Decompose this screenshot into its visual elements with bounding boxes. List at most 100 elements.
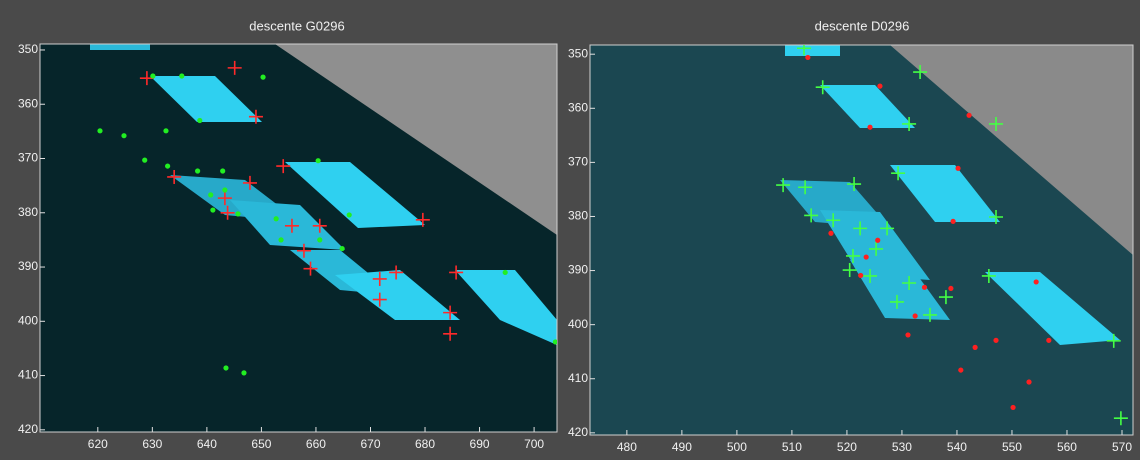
y-tick-label: 370 — [18, 151, 38, 165]
dot-marker — [315, 158, 321, 164]
plus-marker — [889, 294, 904, 309]
x-tick-label: 660 — [306, 437, 326, 451]
dot-marker — [339, 245, 345, 252]
chart-title: descente D0296 — [815, 18, 910, 33]
dot-marker — [197, 117, 203, 124]
dot-marker — [241, 370, 247, 376]
dot-marker — [223, 365, 229, 371]
plus-marker — [276, 159, 291, 174]
plus-marker — [227, 60, 242, 75]
dot-marker — [222, 187, 228, 193]
plus-marker — [863, 268, 878, 283]
dot-marker — [1046, 337, 1052, 343]
plus-marker — [902, 116, 917, 131]
plus-marker — [981, 268, 996, 283]
dot-marker — [210, 207, 216, 213]
plus-marker — [1106, 333, 1121, 348]
dot-marker — [912, 313, 918, 319]
dot-marker — [1026, 379, 1032, 385]
plot-frame — [589, 44, 1134, 436]
plus-marker — [913, 65, 928, 80]
plus-marker — [443, 305, 458, 320]
x-tick-label: 520 — [837, 440, 857, 454]
plus-marker — [449, 265, 464, 280]
dot-marker — [346, 212, 352, 218]
dot-marker — [97, 128, 103, 134]
x-tick-label: 480 — [617, 440, 637, 454]
dot-marker — [502, 269, 508, 276]
dot-marker — [858, 272, 864, 279]
x-tick-label: 700 — [524, 437, 544, 451]
dot-marker — [260, 74, 266, 80]
plus-marker — [776, 178, 791, 193]
dot-marker — [828, 230, 834, 236]
x-tick-label: 490 — [672, 440, 692, 454]
plus-marker — [389, 265, 404, 280]
plus-marker — [847, 177, 862, 192]
plus-marker — [1113, 411, 1128, 426]
x-tick-label: 670 — [360, 437, 380, 451]
plus-marker — [242, 175, 257, 190]
plus-marker — [869, 241, 884, 256]
y-tick-label: 400 — [18, 313, 38, 327]
plus-marker — [938, 290, 953, 305]
dot-marker — [875, 237, 881, 243]
x-tick-label: 530 — [892, 440, 912, 454]
plus-marker — [296, 243, 311, 258]
y-tick-label: 410 — [568, 371, 588, 385]
plus-marker — [167, 169, 182, 184]
markers — [776, 45, 1128, 426]
x-tick-label: 510 — [782, 440, 802, 454]
dot-marker — [863, 254, 869, 260]
plus-marker — [826, 213, 841, 228]
dot-marker — [1033, 279, 1039, 285]
x-tick-label: 560 — [1057, 440, 1077, 454]
plus-marker — [220, 205, 235, 220]
image-panel — [590, 45, 1133, 435]
plus-marker — [989, 116, 1004, 131]
y-tick-label: 380 — [568, 209, 588, 223]
dot-marker — [948, 285, 954, 292]
plus-marker — [798, 180, 813, 195]
x-tick-label: 620 — [88, 437, 108, 451]
y-tick-label: 390 — [568, 263, 588, 277]
y-tick-label: 420 — [18, 422, 38, 436]
dot-marker — [972, 344, 978, 350]
dot-marker — [163, 128, 169, 134]
markers — [97, 60, 557, 376]
dot-marker — [220, 168, 226, 174]
y-tick-label: 370 — [568, 155, 588, 169]
plus-marker — [922, 307, 937, 322]
x-tick-label: 630 — [142, 437, 162, 451]
plus-marker — [284, 218, 299, 233]
y-tick-label: 380 — [18, 205, 38, 219]
dot-marker — [805, 54, 811, 61]
x-tick-label: 500 — [727, 440, 747, 454]
plus-marker — [880, 221, 895, 236]
plus-marker — [248, 109, 263, 124]
plus-marker — [303, 261, 318, 276]
y-tick-label: 360 — [18, 96, 38, 110]
y-tick-label: 360 — [568, 100, 588, 114]
dot-marker — [195, 168, 201, 174]
plus-marker — [989, 210, 1004, 225]
plus-marker — [372, 292, 387, 307]
dot-marker — [317, 237, 323, 243]
x-tick-label: 540 — [947, 440, 967, 454]
dot-marker — [552, 339, 557, 345]
dot-marker — [993, 337, 999, 343]
x-tick-label: 680 — [415, 437, 435, 451]
dot-marker — [121, 133, 127, 139]
x-tick-label: 640 — [197, 437, 217, 451]
plus-marker — [415, 212, 430, 227]
x-tick-label: 570 — [1112, 440, 1132, 454]
dot-marker — [235, 211, 241, 217]
plus-marker — [804, 208, 819, 223]
y-tick-label: 350 — [18, 42, 38, 56]
plus-marker — [853, 221, 868, 236]
plus-marker — [797, 45, 812, 56]
x-tick-label: 650 — [251, 437, 271, 451]
dot-marker — [1010, 404, 1016, 411]
plus-marker — [443, 326, 458, 341]
